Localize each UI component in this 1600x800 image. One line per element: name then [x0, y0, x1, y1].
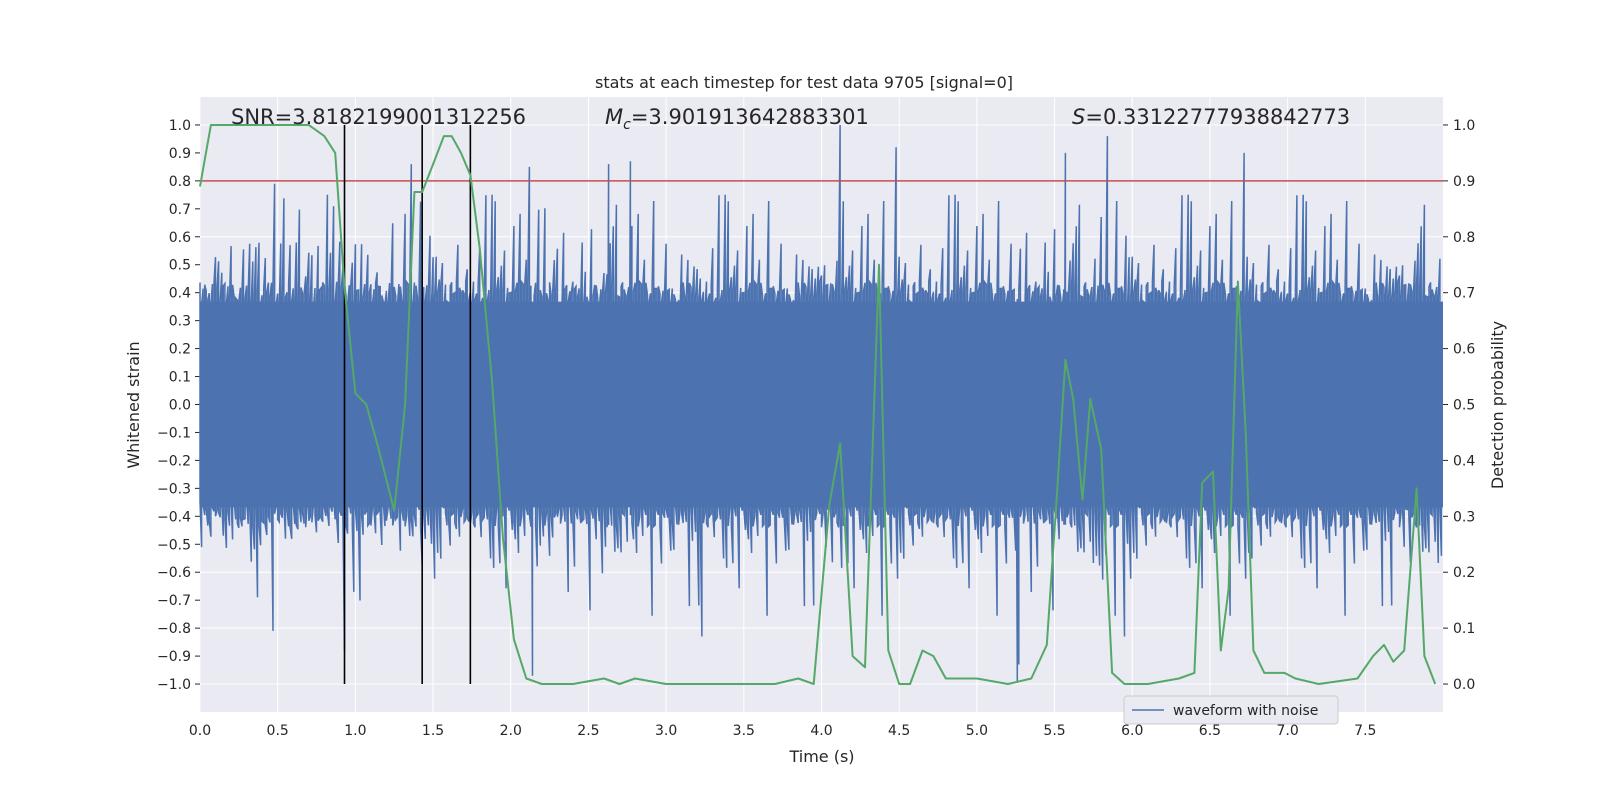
s-symbol: S [1072, 105, 1085, 129]
y2-tick-label: 1.0 [1453, 118, 1475, 134]
y-tick-label: 0.6 [169, 230, 191, 246]
y-tick-label: 1.0 [169, 118, 191, 134]
chirp-mass-symbol: M [605, 105, 623, 129]
x-tick-label: 7.5 [1354, 723, 1376, 739]
x-tick-label: 5.5 [1043, 723, 1065, 739]
x-tick-label: 2.5 [577, 723, 599, 739]
y2-axis-label: Detection probability [1488, 321, 1507, 489]
chart-title: stats at each timestep for test data 970… [595, 73, 1013, 92]
y2-tick-label: 0.7 [1453, 286, 1475, 302]
x-tick-label: 3.0 [655, 723, 677, 739]
chirp-mass-annotation: Mc=3.901913642883301 [605, 105, 869, 133]
x-tick-label: 0.5 [267, 723, 289, 739]
y-tick-label: −0.2 [157, 453, 191, 469]
x-tick-label: 4.0 [810, 723, 832, 739]
x-axis-label: Time (s) [788, 747, 854, 766]
y-tick-label: −0.3 [157, 481, 191, 497]
y2-tick-label: 0.0 [1453, 677, 1475, 693]
chirp-mass-value: =3.901913642883301 [631, 105, 869, 129]
y-tick-label: −0.6 [157, 565, 191, 581]
x-axis-ticks: 0.0 0.5 1.0 1.5 2.0 2.5 3.0 3.5 4.0 4.5 5.0 5.5 6.0 6… [189, 723, 1377, 739]
snr-annotation: SNR=3.8182199001312256 [231, 105, 526, 129]
y-tick-label: −1.0 [157, 677, 191, 693]
x-tick-label: 6.5 [1199, 723, 1221, 739]
y2-tick-label: 0.8 [1453, 230, 1475, 246]
y2-tick-label: 0.5 [1453, 398, 1475, 414]
y-tick-label: 0.1 [169, 370, 191, 386]
y-tick-label: 0.4 [169, 286, 191, 302]
y2-axis-ticks: 1.0 0.9 0.8 0.7 0.6 0.5 0.4 0.3 0.2 0.1 0.0 [1443, 118, 1475, 693]
y-axis-label: Whitened strain [124, 341, 143, 468]
y-tick-label: −0.5 [157, 537, 191, 553]
y-tick-label: 0.3 [169, 314, 191, 330]
chirp-mass-subscript: c [623, 117, 631, 133]
x-tick-label: 5.0 [966, 723, 988, 739]
legend: waveform with noise [1123, 695, 1339, 725]
y-tick-label: −0.9 [157, 649, 191, 665]
x-tick-label: 1.0 [344, 723, 366, 739]
event-markers [343, 124, 472, 685]
x-tick-label: 6.0 [1121, 723, 1143, 739]
y-tick-label: 0.5 [169, 258, 191, 274]
series-layer [199, 124, 1443, 685]
y-tick-label: 0.2 [169, 342, 191, 358]
y-tick-label: −0.1 [157, 425, 191, 441]
x-tick-label: 4.5 [888, 723, 910, 739]
s-annotation: S=0.33122777938842773 [1072, 105, 1350, 129]
probability-series [199, 124, 1437, 685]
y2-tick-label: 0.1 [1453, 621, 1475, 637]
x-tick-label: 2.0 [500, 723, 522, 739]
y-tick-label: −0.4 [157, 509, 191, 525]
x-tick-label: 3.5 [733, 723, 755, 739]
y2-tick-label: 0.4 [1453, 453, 1475, 469]
x-tick-label: 1.5 [422, 723, 444, 739]
y-tick-label: −0.8 [157, 621, 191, 637]
legend-box [1123, 695, 1339, 725]
y2-tick-label: 0.9 [1453, 174, 1475, 190]
x-tick-label: 0.0 [189, 723, 211, 739]
y-axis-ticks: 1.0 0.9 0.8 0.7 0.6 0.5 0.4 0.3 0.2 0.1 0.0 −0.1 −0.… [157, 118, 200, 693]
y-tick-label: −0.7 [157, 593, 191, 609]
y-tick-label: 0.9 [169, 146, 191, 162]
s-value: =0.33122777938842773 [1085, 105, 1350, 129]
y2-tick-label: 0.2 [1453, 565, 1475, 581]
y-tick-label: 0.0 [169, 398, 191, 414]
y-tick-label: 0.7 [169, 202, 191, 218]
y2-tick-label: 0.6 [1453, 342, 1475, 358]
y-tick-label: 0.8 [169, 174, 191, 190]
legend-label: waveform with noise [1173, 703, 1318, 719]
y2-tick-label: 0.3 [1453, 509, 1475, 525]
x-tick-label: 7.0 [1276, 723, 1298, 739]
